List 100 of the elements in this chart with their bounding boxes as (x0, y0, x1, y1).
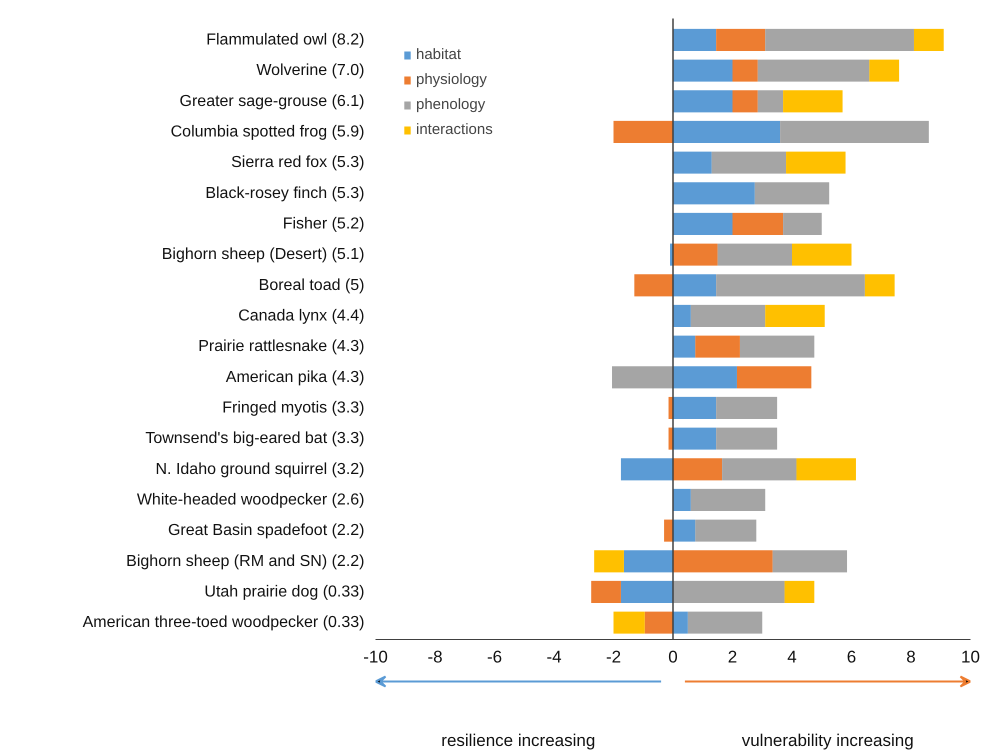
bar (673, 152, 712, 174)
bar (673, 550, 773, 572)
y-tick-label: Boreal toad (5) (258, 276, 365, 294)
y-tick-label: Flammulated owl (8.2) (206, 31, 365, 48)
bar (673, 488, 691, 512)
bar (740, 336, 814, 358)
bar (644, 612, 673, 634)
bar (688, 612, 762, 634)
bar (614, 612, 645, 634)
y-tick-label: Great Basin spadefoot (2.2) (168, 522, 365, 540)
bar (722, 458, 796, 480)
bar (718, 244, 792, 266)
y-tick-label: Townsend's big-eared bat (3.3) (145, 430, 365, 448)
text: resilience increasing (441, 731, 596, 750)
x-tick-label: -6 (486, 648, 502, 666)
bar (673, 212, 732, 236)
bar (673, 580, 785, 604)
bar (673, 244, 718, 266)
y-tick-label: Fringed myotis (3.3) (222, 399, 364, 416)
bar (754, 182, 830, 204)
bar (673, 612, 688, 634)
bar (673, 90, 732, 112)
bar (673, 366, 737, 388)
y-tick-label: American pika (4.3) (226, 368, 364, 386)
x-tick-label: 4 (787, 648, 797, 666)
bar (673, 458, 722, 480)
x-tick-label: 8 (906, 648, 916, 666)
bar (673, 60, 732, 82)
bar (780, 120, 929, 144)
x-tick-label: 10 (961, 648, 980, 666)
bar (673, 428, 716, 450)
y-tick-label: Bighorn sheep (Desert) (5.1) (162, 246, 365, 264)
bar (732, 90, 758, 112)
y-tick-label: Fisher (5.2) (282, 215, 364, 232)
bar (758, 60, 870, 82)
y-tick-label: Utah prairie dog (0.33) (204, 583, 365, 600)
bar (914, 28, 944, 52)
x-tick-label: 0 (668, 648, 678, 666)
bar (624, 550, 673, 572)
y-tick-label: Sierra red fox (5.3) (231, 154, 365, 172)
bar (783, 212, 822, 236)
x-tick-label: -4 (546, 648, 562, 666)
bar (736, 366, 812, 388)
bar (673, 274, 716, 296)
bar (673, 182, 755, 204)
x-tick-label: 2 (728, 648, 738, 666)
y-tick-label: Black-rosey finch (5.3) (205, 184, 365, 202)
y-tick-label: N. Idaho ground squirrel (3.2) (156, 460, 364, 478)
bar (620, 458, 673, 480)
legend-label: habitat (416, 46, 462, 63)
bar (765, 304, 825, 328)
bar (784, 580, 814, 604)
bar (690, 488, 766, 512)
bar (796, 458, 856, 480)
bar (732, 60, 758, 82)
y-tick-label: Columbia spotted frog (5.9) (170, 123, 364, 140)
y-tick-label: White-headed woodpecker (2.6) (136, 491, 365, 508)
bar (765, 28, 914, 52)
legend-label: phenology (416, 96, 486, 113)
bar (634, 274, 673, 296)
bar (673, 396, 716, 420)
bar (594, 550, 624, 572)
legend-label: interactions (416, 121, 493, 138)
x-tick-label: -8 (427, 648, 443, 666)
bar (695, 520, 756, 542)
y-tick-label: Greater sage-grouse (6.1) (180, 92, 365, 110)
y-tick-label: Canada lynx (4.4) (238, 307, 365, 324)
x-tick-label: -10 (363, 648, 388, 666)
y-tick-label: Bighorn sheep (RM and SN) (2.2) (126, 552, 364, 570)
x-tick-label: -2 (606, 648, 622, 666)
bar (869, 60, 900, 82)
bar (614, 120, 673, 144)
bar (716, 28, 766, 52)
bar (712, 152, 786, 174)
bar (864, 274, 895, 296)
bar (690, 304, 766, 328)
bar (664, 520, 673, 542)
bar (673, 520, 696, 542)
bar (786, 152, 846, 174)
bar (716, 274, 865, 296)
bar (591, 580, 621, 604)
bar (783, 90, 843, 112)
y-tick-label: Prairie rattlesnake (4.3) (198, 338, 365, 356)
text: vulnerability increasing (742, 731, 914, 750)
bar (716, 428, 778, 450)
bar (612, 366, 673, 388)
bar (673, 28, 716, 52)
bar (792, 244, 852, 266)
bar (772, 550, 848, 572)
y-tick-label: Wolverine (7.0) (256, 62, 364, 80)
bar (673, 120, 780, 144)
y-tick-label: American three-toed woodpecker (0.33) (82, 614, 364, 632)
bar (620, 580, 673, 604)
x-tick-label: 6 (846, 648, 856, 666)
bar (758, 90, 784, 112)
bar (732, 212, 784, 236)
bar (716, 396, 778, 420)
bar (673, 304, 691, 328)
bar (673, 336, 696, 358)
legend-label: physiology (416, 71, 487, 88)
